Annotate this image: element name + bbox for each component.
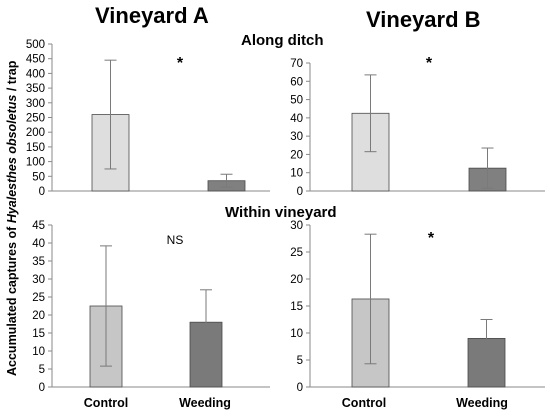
chart-panel-a-within: 0 5 10 15 20 25 30 35 40 45 NS (32, 220, 270, 394)
y-tick-label-a-within-35: 35 (32, 256, 45, 268)
y-tick-label-b-within-10: 10 (290, 328, 303, 340)
y-tick-label-b-within-25: 25 (290, 247, 303, 259)
y-tick-label-b-within-0: 0 (297, 382, 303, 394)
y-tick-label-a-ditch-200: 200 (26, 127, 45, 139)
row-title-along-ditch: Along ditch (241, 32, 324, 49)
y-tick-label-a-within-40: 40 (32, 238, 45, 250)
y-tick-label-a-within-20: 20 (32, 310, 45, 322)
y-tick-label-a-ditch-100: 100 (26, 157, 45, 169)
x-label-control-b: Control (341, 396, 387, 410)
significance-a-within: NS (167, 233, 184, 247)
y-tick-label-b-ditch-10: 10 (290, 168, 303, 180)
y-tick-label-b-within-30: 30 (290, 220, 303, 232)
y-tick-label-a-ditch-50: 50 (32, 171, 45, 183)
chart-panel-a-ditch: 0 50 100 150 200 250 300 350 400 450 500 * (26, 39, 270, 198)
column-title-vineyard-b: Vineyard B (366, 7, 481, 32)
y-tick-label-a-within-45: 45 (32, 220, 45, 232)
y-tick-label-b-ditch-70: 70 (290, 58, 303, 70)
y-tick-label-b-within-20: 20 (290, 274, 303, 286)
y-tick-label-a-ditch-450: 450 (26, 54, 45, 66)
y-tick-label-a-ditch-150: 150 (26, 142, 45, 154)
y-tick-label-a-ditch-250: 250 (26, 113, 45, 125)
chart-panel-b-within: 0 5 10 15 20 25 30 * (290, 220, 545, 394)
y-tick-label-a-within-30: 30 (32, 274, 45, 286)
y-tick-label-b-within-5: 5 (297, 355, 303, 367)
y-tick-label-a-ditch-400: 400 (26, 68, 45, 80)
row-title-within-vineyard: Within vineyard (225, 204, 337, 221)
y-tick-label-b-ditch-40: 40 (290, 113, 303, 125)
y-tick-label-b-ditch-60: 60 (290, 76, 303, 88)
y-tick-label-b-ditch-0: 0 (297, 186, 303, 198)
chart-panel-b-ditch: 0 10 20 30 40 50 60 70 * (290, 55, 545, 198)
y-tick-label-a-ditch-350: 350 (26, 83, 45, 95)
y-tick-label-a-within-10: 10 (32, 346, 45, 358)
y-tick-label-a-within-0: 0 (39, 382, 45, 394)
y-tick-label-a-within-5: 5 (39, 364, 45, 376)
y-tick-label-b-ditch-20: 20 (290, 149, 303, 161)
x-label-control-a: Control (83, 396, 129, 410)
y-tick-label-a-within-15: 15 (32, 328, 45, 340)
significance-a-ditch: * (177, 55, 184, 72)
significance-b-within: * (428, 230, 435, 247)
y-tick-label-b-within-15: 15 (290, 301, 303, 313)
y-tick-label-b-ditch-30: 30 (290, 131, 303, 143)
y-tick-label-a-within-25: 25 (32, 292, 45, 304)
y-tick-label-a-ditch-500: 500 (26, 39, 45, 51)
x-label-weeding-b: Weeding (456, 396, 508, 410)
y-tick-label-a-ditch-0: 0 (39, 186, 45, 198)
x-label-weeding-a: Weeding (179, 396, 231, 410)
y-tick-label-b-ditch-50: 50 (290, 95, 303, 107)
significance-b-ditch: * (426, 55, 433, 72)
column-title-vineyard-a: Vineyard A (95, 3, 209, 28)
y-tick-label-a-ditch-300: 300 (26, 98, 45, 110)
